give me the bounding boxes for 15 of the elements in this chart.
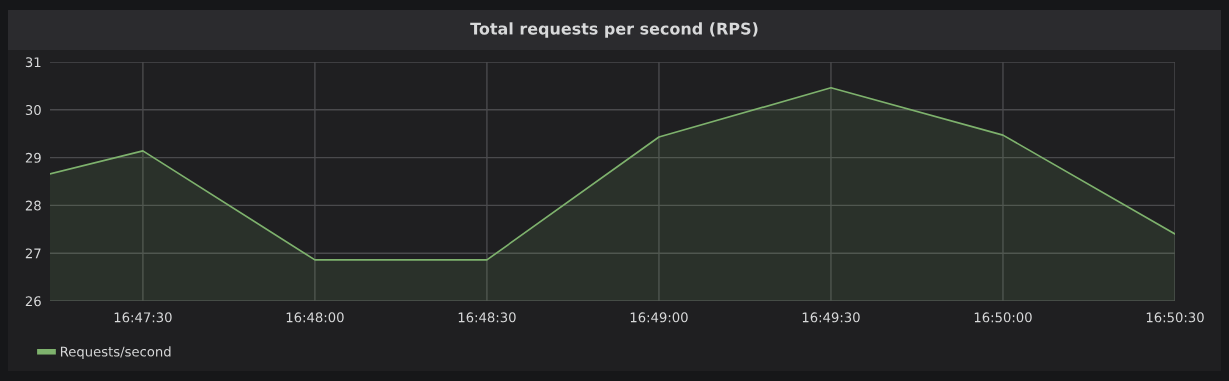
x-tick-label: 16:49:30 (802, 312, 860, 323)
x-tick-label: 16:50:30 (1146, 312, 1204, 323)
x-tick-label: 16:49:00 (630, 312, 688, 323)
y-tick-label: 30 (25, 105, 41, 115)
y-tick-label: 27 (25, 248, 41, 259)
x-tick-label: 16:50:00 (974, 312, 1032, 323)
x-tick-label: 16:48:30 (458, 312, 516, 323)
chart-title: Total requests per second (RPS) (470, 22, 758, 38)
legend-label: Requests/second (60, 346, 171, 360)
y-tick-label: 31 (25, 57, 41, 68)
y-tick-label: 29 (25, 152, 41, 163)
x-tick-label: 16:48:00 (286, 312, 344, 323)
y-tick-label: 28 (25, 200, 41, 211)
y-tick-label: 26 (25, 296, 41, 307)
x-tick-label: 16:47:30 (114, 312, 172, 323)
